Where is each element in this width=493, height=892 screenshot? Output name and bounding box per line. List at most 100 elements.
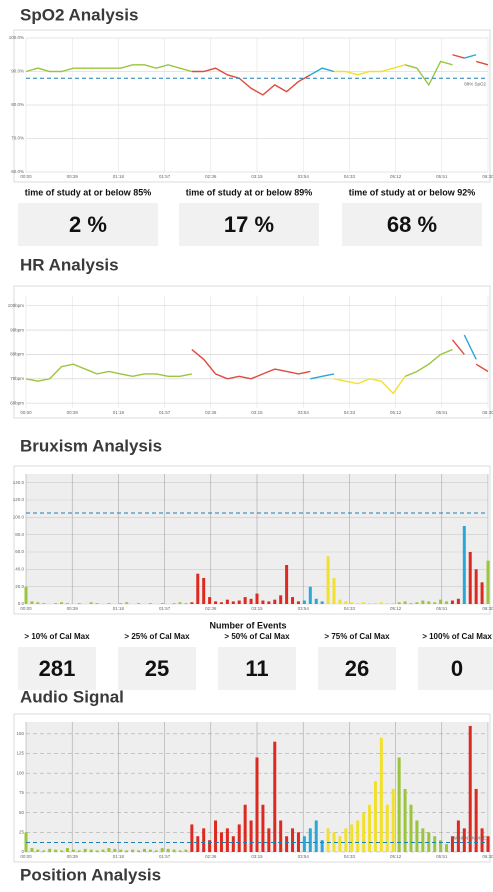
x-tick-label: 00:39 [67,410,79,415]
x-tick-label: 02:36 [205,606,217,611]
signal-bar [456,820,460,852]
x-tick-label: 02:36 [205,174,217,179]
signal-bar [445,844,449,852]
stat-box [179,203,319,246]
y-tick-label: 20.0 [15,584,24,589]
signal-bar [285,836,289,852]
x-tick-label: 00:39 [67,606,79,611]
y-tick-label: 120.0 [13,497,25,502]
signal-bar [95,850,99,852]
signal-bar [409,603,413,604]
signal-bar [326,556,330,604]
signal-bar [326,828,330,852]
section-title: Bruxism Analysis [20,436,162,455]
signal-bar [391,603,395,604]
signal-bar [36,849,40,852]
event-value: 281 [39,656,76,681]
signal-bar [433,602,437,604]
signal-bar [273,741,277,852]
signal-bar [285,565,289,604]
signal-bar [89,849,93,852]
x-tick-label: 01:57 [159,410,171,415]
y-tick-label: 90bpm [10,327,24,332]
signal-bar [279,595,283,604]
signal-bar [54,603,58,604]
event-label: > 75% of Cal Max [324,632,390,641]
x-tick-label: 00:00 [20,606,32,611]
signal-bar [450,836,454,852]
signal-bar [154,850,158,852]
signal-bar [89,602,93,604]
threshold-label: 88% SpO2 [464,81,486,86]
signal-bar [385,804,389,852]
signal-bar [385,603,389,604]
event-box [418,647,493,690]
signal-bar [160,603,164,604]
signal-bar [60,850,64,852]
signal-bar [415,820,419,852]
signal-line [475,363,489,373]
stat-box [18,203,158,246]
signal-bar [148,603,152,604]
x-tick-label: 02:36 [205,854,217,859]
event-value: 25 [145,656,169,681]
signal-bar [379,737,383,852]
signal-bar [214,820,218,852]
x-tick-label: 03:15 [251,854,263,859]
signal-line [451,339,465,355]
signal-bar [237,824,241,852]
x-tick-label: 00:00 [20,410,32,415]
signal-bar [101,849,105,852]
signal-bar [237,600,241,604]
event-label: > 100% of Cal Max [422,632,492,641]
y-tick-label: 0.0 [18,601,25,606]
signal-line [309,67,335,76]
signal-bar [261,804,265,852]
event-box [118,647,196,690]
y-tick-label: 150 [16,731,24,736]
x-tick-label: 03:15 [251,174,263,179]
signal-bar [125,850,129,852]
signal-bar [214,601,218,604]
signal-bar [65,603,69,604]
x-tick-label: 03:54 [298,410,310,415]
x-tick-label: 00:39 [67,854,79,859]
event-label: > 10% of Cal Max [24,632,90,641]
x-tick-label: 05:51 [436,606,448,611]
event-label: > 25% of Cal Max [124,632,190,641]
x-tick-label: 01:18 [113,854,125,859]
signal-bar [190,824,194,852]
x-tick-label: 04:33 [344,410,356,415]
stat-value: 68 % [387,212,437,237]
signal-bar [344,601,348,604]
x-tick-label: 01:57 [159,174,171,179]
x-tick-label: 02:36 [205,410,217,415]
events-title: Number of Events [209,620,286,630]
signal-bar [243,597,247,604]
section-title: SpO2 Analysis [20,5,138,24]
signal-bar [190,602,194,604]
signal-line [464,54,477,59]
signal-bar [95,603,99,604]
signal-bar [172,603,176,604]
signal-bar [421,828,425,852]
signal-bar [148,849,152,852]
x-tick-label: 00:39 [67,174,79,179]
section-title: Position Analysis [20,865,161,884]
signal-bar [362,602,366,604]
y-tick-label: 70.0% [11,136,24,141]
x-tick-label: 05:12 [390,606,402,611]
y-tick-label: 70bpm [10,376,24,381]
stat-box [342,203,482,246]
signal-line [191,67,311,96]
signal-bar [178,602,182,604]
signal-bar [219,602,223,604]
signal-bar [421,600,425,604]
signal-line [463,334,477,360]
event-box [18,647,96,690]
event-value: 26 [345,656,369,681]
signal-bar [397,757,401,852]
signal-line [25,363,192,382]
signal-bar [184,603,188,604]
signal-bar [113,848,117,852]
